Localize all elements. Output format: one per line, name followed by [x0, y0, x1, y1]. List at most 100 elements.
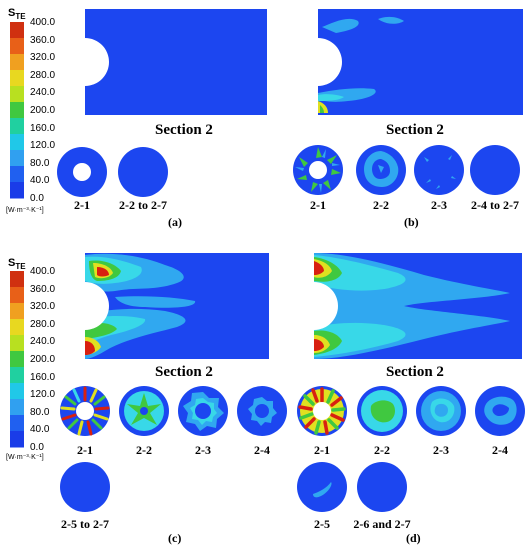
circle-label: 2-2 — [136, 443, 152, 457]
section-label: Section 2 — [386, 122, 444, 138]
color-bar-segment — [10, 415, 24, 432]
panel-letter: (b) — [404, 215, 419, 229]
color-bar-segment — [10, 351, 24, 368]
circle-2-3 — [414, 145, 464, 195]
legend-tick-label: 200.0 — [30, 354, 56, 365]
circle-2-2 — [357, 386, 407, 436]
color-bar-segment — [10, 134, 24, 151]
circle-2-3 — [178, 386, 228, 436]
color-bar-segment — [10, 102, 24, 119]
color-bar-segment — [10, 166, 24, 183]
color-bar-segment — [10, 303, 24, 320]
color-bar-segment — [10, 118, 24, 135]
legend-tick-label: 240.0 — [30, 87, 56, 99]
legend-tick-label: 80.0 — [30, 157, 50, 169]
legend-tick-label: 280.0 — [30, 318, 56, 330]
cylinder-cutout — [294, 38, 342, 86]
legend-unit: [W·m⁻³·K⁻¹] — [6, 454, 44, 461]
legend-tick-label: 120.0 — [30, 140, 56, 152]
cylinder-cutout — [61, 282, 109, 330]
legend-tick-label: 400.0 — [30, 266, 56, 277]
circle-2-1 — [57, 147, 107, 197]
circle-2-2 — [356, 145, 406, 195]
color-bar-segment — [10, 287, 24, 304]
legend-tick-label: 120.0 — [30, 389, 56, 401]
section-contour-d — [290, 253, 522, 359]
legend-tick-label: 360.0 — [30, 34, 56, 46]
color-bar-segment — [10, 54, 24, 71]
circle-label: 2-1 — [310, 198, 326, 212]
legend-tick-label: 400.0 — [30, 17, 56, 28]
legend-unit: [W·m⁻³·K⁻¹] — [6, 207, 44, 214]
legend-tick-label: 80.0 — [30, 406, 50, 418]
cylinder-cutout — [290, 282, 338, 330]
circle-label: 2-6 and 2-7 — [353, 517, 411, 531]
color-bar-segment — [10, 150, 24, 167]
circle-2-1 — [293, 145, 343, 195]
legend-tick-label: 0.0 — [30, 442, 44, 453]
panel-letter: (a) — [168, 215, 182, 229]
circle-label: 2-1 — [74, 198, 90, 212]
cylinder-cutout — [61, 38, 109, 86]
legend-tick-label: 40.0 — [30, 175, 50, 187]
circle-2-2 — [119, 386, 169, 436]
color-bar-segment — [10, 22, 24, 39]
section-contour-a — [61, 9, 267, 115]
color-bar-segment — [10, 70, 24, 87]
circle-label: 2-5 to 2-7 — [61, 517, 109, 531]
section-label: Section 2 — [386, 364, 444, 380]
color-bar-segment — [10, 431, 24, 448]
section-label: Section 2 — [155, 122, 213, 138]
circle-2-3 — [416, 386, 466, 436]
circle-label: 2-4 — [254, 443, 270, 457]
section-contour-b — [294, 9, 523, 115]
circle-2-5 — [297, 462, 347, 512]
legend-title: STE — [8, 7, 26, 22]
legend-tick-label: 200.0 — [30, 105, 56, 116]
circle-label: 2-4 — [492, 443, 508, 457]
circle-label: 2-2 to 2-7 — [119, 198, 167, 212]
circle-label: 2-2 — [373, 198, 389, 212]
section-label: Section 2 — [155, 364, 213, 380]
color-bar-segment — [10, 399, 24, 416]
legend-tick-label: 160.0 — [30, 122, 56, 134]
color-bar-segment — [10, 182, 24, 199]
legend-tick-label: 40.0 — [30, 424, 50, 436]
legend-title: STE — [8, 257, 26, 272]
color-bar-segment — [10, 367, 24, 384]
legend-tick-label: 320.0 — [30, 301, 56, 313]
legend-tick-label: 280.0 — [30, 69, 56, 81]
circle-label: 2-1 — [77, 443, 93, 457]
legend-tick-label: 160.0 — [30, 371, 56, 383]
circle-2-4 — [475, 386, 525, 436]
panel-letter: (c) — [168, 531, 182, 545]
color-bar-segment — [10, 319, 24, 336]
color-bar-segment — [10, 271, 24, 288]
panel-letter: (d) — [406, 531, 421, 545]
circle-2-5-to-2-7 — [60, 462, 110, 512]
circle-2-1 — [60, 386, 110, 436]
circle-2-4-to-2-7 — [470, 145, 520, 195]
circle-label: 2-1 — [314, 443, 330, 457]
legend-tick-label: 320.0 — [30, 52, 56, 64]
legend-tick-label: 240.0 — [30, 336, 56, 348]
circle-label: 2-5 — [314, 517, 330, 531]
color-bar-bottom — [10, 271, 24, 448]
color-bar-segment — [10, 383, 24, 400]
color-bar-segment — [10, 86, 24, 103]
circle-2-1 — [297, 386, 347, 436]
legend-tick-label: 360.0 — [30, 283, 56, 295]
circle-label: 2-3 — [431, 198, 447, 212]
circle-2-4 — [237, 386, 287, 436]
circle-2-6-and-2-7 — [357, 462, 407, 512]
color-bar-top — [10, 22, 24, 199]
section-contour-c — [61, 253, 269, 359]
circle-label: 2-2 — [374, 443, 390, 457]
circle-label: 2-3 — [195, 443, 211, 457]
circle-label: 2-4 to 2-7 — [471, 198, 519, 212]
legend-tick-label: 0.0 — [30, 193, 44, 204]
color-bar-segment — [10, 335, 24, 352]
color-bar-segment — [10, 38, 24, 55]
circle-2-2-to-2-7 — [118, 147, 168, 197]
circle-label: 2-3 — [433, 443, 449, 457]
